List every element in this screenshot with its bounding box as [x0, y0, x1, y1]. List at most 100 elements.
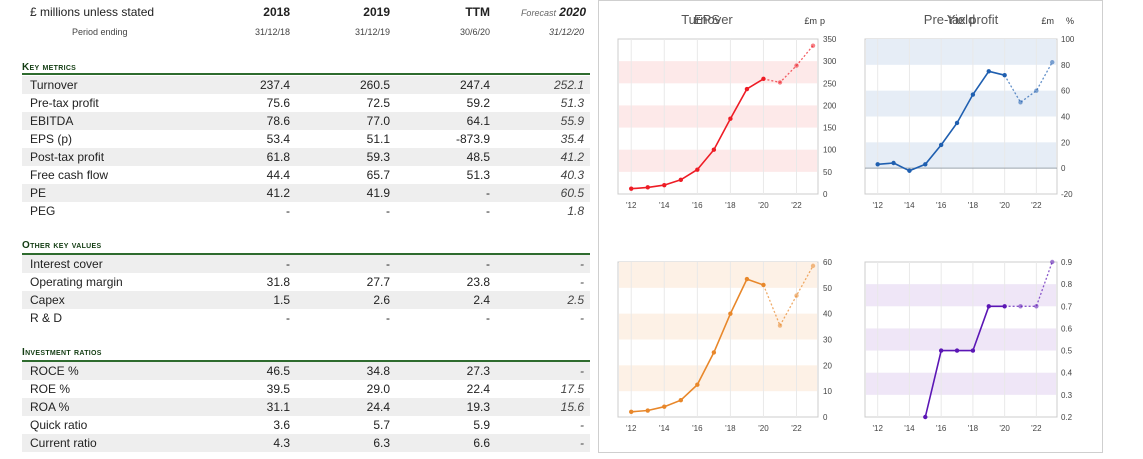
col-forecast-header: Forecast 2020 [494, 5, 586, 19]
value-cell: 75.6 [266, 96, 290, 110]
grid-band [619, 61, 817, 84]
value-cell: 2.4 [473, 293, 490, 307]
forecast-cell: 40.3 [560, 168, 584, 182]
x-tick-label: '14 [904, 424, 915, 433]
table-row: Capex 1.5 2.6 2.4 2.5 [22, 291, 590, 309]
x-tick-label: '14 [904, 201, 915, 210]
forecast-data-point [777, 80, 783, 85]
forecast-data-point [810, 43, 816, 48]
actual-data-point [1002, 72, 1007, 78]
row-label: Pre-tax profit [30, 96, 99, 110]
period-label: Period ending [72, 27, 128, 37]
grid-band [866, 142, 1056, 169]
value-cell: -873.9 [455, 132, 490, 146]
row-label: Capex [30, 293, 65, 307]
forecast-data-point [1034, 304, 1039, 309]
forecast-data-point [794, 293, 799, 298]
actual-data-point [744, 276, 750, 282]
table-row: Interest cover - - - - [22, 255, 590, 273]
value-cell: 61.8 [266, 150, 290, 164]
forecast-data-point [1018, 100, 1023, 105]
table-row: Turnover 237.4 260.5 247.4 252.1 [22, 76, 590, 94]
forecast-cell: 17.5 [560, 382, 584, 396]
table-row: Free cash flow 44.4 65.7 51.3 40.3 [22, 166, 590, 184]
value-cell: 41.2 [266, 186, 290, 200]
chart-unit: % [1066, 16, 1074, 26]
chart-title: Turnover [681, 12, 733, 27]
forecast-data-point [810, 263, 816, 269]
y-tick-label: 0 [823, 190, 828, 199]
table-row: EPS (p) 53.4 51.1 -873.9 35.4 [22, 130, 590, 148]
value-cell: 72.5 [366, 96, 390, 110]
y-tick-label: 50 [823, 284, 832, 293]
value-cell: 31.8 [266, 275, 290, 289]
value-cell: 64.1 [466, 114, 490, 128]
value-cell: 31.1 [266, 400, 290, 414]
forecast-series-line [762, 265, 814, 328]
y-tick-label: 0.3 [1061, 391, 1073, 400]
col-date-2018: 31/12/18 [254, 27, 290, 37]
y-tick-label: 200 [823, 101, 837, 110]
value-cell: 260.5 [359, 78, 390, 92]
value-cell: - [486, 311, 490, 325]
y-tick-label: 60 [823, 258, 832, 267]
actual-data-point [891, 160, 896, 166]
table-row: PE 41.2 41.9 - 60.5 [22, 184, 590, 202]
y-tick-label: 20 [1061, 138, 1070, 147]
y-tick-label: 20 [823, 361, 832, 370]
actual-data-point [1002, 304, 1007, 309]
grid-band [866, 372, 1056, 395]
table-row: Post-tax profit 61.8 59.3 48.5 41.2 [22, 148, 590, 166]
forecast-data-point [777, 323, 783, 328]
y-tick-label: 0 [823, 413, 828, 422]
x-tick-label: '12 [872, 201, 883, 210]
value-cell: 48.5 [466, 150, 490, 164]
grid-band [619, 149, 817, 172]
actual-data-point [711, 350, 717, 355]
x-tick-label: '16 [936, 424, 947, 433]
value-cell: 6.3 [373, 436, 390, 450]
y-tick-label: 0.4 [1061, 369, 1073, 378]
value-cell: 6.6 [473, 436, 490, 450]
chart-unit: p [820, 16, 825, 26]
value-cell: 59.2 [466, 96, 490, 110]
actual-data-point [678, 398, 684, 403]
row-label: R & D [30, 311, 63, 325]
forecast-data-point [1050, 259, 1055, 265]
table-row: R & D---- [22, 309, 590, 327]
forecast-cell: 15.6 [560, 400, 584, 414]
row-label: EBITDA [30, 114, 74, 128]
x-tick-label: '20 [999, 424, 1010, 433]
x-tick-label: '22 [791, 424, 802, 433]
x-tick-label: '20 [758, 201, 769, 210]
x-tick-label: '18 [968, 201, 979, 210]
grid-band [866, 90, 1056, 117]
actual-series-line [924, 305, 1005, 418]
chart-title: Pre-tax profit [924, 12, 999, 27]
value-cell: 19.3 [466, 400, 490, 414]
y-tick-label: 40 [1061, 113, 1070, 122]
actual-data-point [645, 185, 650, 190]
y-tick-label: 0.2 [1061, 413, 1073, 422]
table-row: Pre-tax profit 75.6 72.5 59.2 51.3 [22, 94, 590, 112]
x-tick-label: '18 [968, 424, 979, 433]
chart-unit: £m [1041, 16, 1054, 26]
value-cell: 5.7 [373, 418, 390, 432]
chart-title: Yield [947, 12, 975, 27]
col-date-forecast: 31/12/20 [548, 27, 584, 37]
x-tick-label: '16 [692, 424, 703, 433]
chart-unit: £m [804, 16, 817, 26]
x-tick-label: '12 [872, 424, 883, 433]
row-label: Free cash flow [30, 168, 109, 182]
value-cell: 22.4 [466, 382, 490, 396]
value-cell: 237.4 [259, 78, 290, 92]
value-cell: 34.8 [366, 364, 390, 378]
forecast-cell: - [580, 436, 584, 450]
value-cell: 59.3 [366, 150, 390, 164]
y-tick-label: 10 [823, 387, 832, 396]
x-tick-label: '12 [626, 424, 637, 433]
value-cell: 27.7 [366, 275, 390, 289]
x-tick-label: '16 [692, 201, 703, 210]
y-tick-label: 250 [823, 79, 837, 88]
x-tick-label: '14 [659, 424, 670, 433]
